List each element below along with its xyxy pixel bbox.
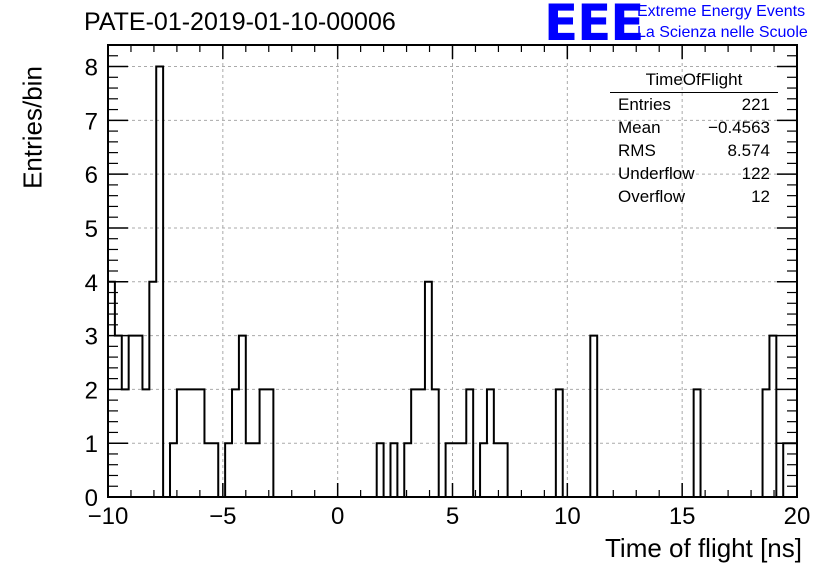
histogram-bin [246, 443, 253, 497]
y-tick-label: 4 [85, 270, 98, 297]
stats-box: TimeOfFlight Entries 221 Mean −0.4563 RMS 8… [610, 70, 778, 208]
histogram-bin [390, 443, 397, 497]
stats-row-mean: Mean −0.4563 [618, 118, 770, 137]
histogram-bin [204, 443, 211, 497]
stats-row-rms: RMS 8.574 [618, 141, 770, 160]
x-tick-label: 10 [554, 503, 581, 530]
logo-line-2: La Scienza nelle Scuole [637, 24, 808, 41]
histogram-bin [239, 336, 246, 497]
histogram-bin [170, 443, 177, 497]
y-tick-label: 2 [85, 377, 98, 404]
x-tick-label: 0 [331, 503, 344, 530]
stats-box-title: TimeOfFlight [610, 70, 778, 93]
histogram-bin [136, 336, 143, 497]
histogram-bin [769, 336, 776, 497]
y-tick-label: 5 [85, 216, 98, 243]
y-tick-label: 6 [85, 162, 98, 189]
x-tick-label: 15 [669, 503, 696, 530]
histogram-series-line [107, 65, 798, 498]
histogram-bin [129, 336, 136, 497]
histogram-bin [590, 336, 597, 497]
histogram-bin [790, 443, 797, 497]
axis-ticks [107, 45, 798, 498]
x-tick-label: 20 [784, 503, 811, 530]
histogram-bin [480, 443, 487, 497]
histogram-bin [253, 443, 260, 497]
x-axis-label: Time of flight [ns] [605, 533, 802, 563]
histogram-bin [211, 443, 218, 497]
histogram-bin [453, 443, 460, 497]
axis-tick-labels: −10 −5 0 5 10 15 20 0 1 2 3 4 5 6 7 8 [85, 55, 811, 530]
eee-logo-mark: EEE [544, 0, 644, 52]
x-tick-label: −10 [88, 503, 129, 530]
histogram-bin [494, 443, 501, 497]
histogram-bin [459, 443, 466, 497]
stats-row-underflow: Underflow 122 [618, 164, 770, 183]
histogram-bin [115, 336, 122, 497]
y-tick-label: 3 [85, 324, 98, 351]
x-tick-label: −5 [209, 503, 236, 530]
y-tick-label: 0 [85, 485, 98, 512]
y-tick-label: 7 [85, 108, 98, 135]
stats-row-overflow: Overflow 12 [618, 187, 770, 206]
histogram-bin [501, 443, 508, 497]
histogram-bin [404, 443, 411, 497]
y-tick-label: 1 [85, 431, 98, 458]
chart-title: PATE-01-2019-01-10-00006 [84, 8, 396, 36]
logo-line-1: Extreme Energy Events [637, 3, 806, 20]
x-tick-label: 5 [446, 503, 459, 530]
histogram-bin [225, 443, 232, 497]
histogram-bin [783, 443, 790, 497]
grid-lines [108, 45, 797, 497]
y-tick-label: 8 [85, 55, 98, 82]
histogram-bin [377, 443, 384, 497]
histogram-bin [446, 443, 453, 497]
stats-row-entries: Entries 221 [618, 95, 770, 114]
